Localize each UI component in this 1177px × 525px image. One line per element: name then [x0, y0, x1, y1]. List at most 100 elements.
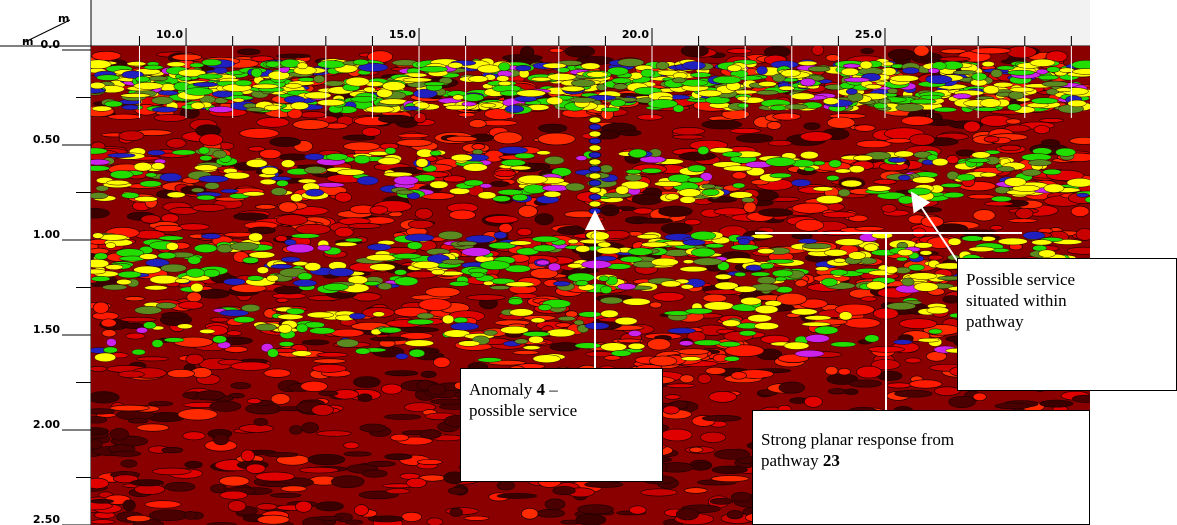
texture [521, 508, 538, 519]
texture [537, 151, 551, 155]
texture [971, 48, 1011, 54]
corner-unit: m [58, 12, 69, 25]
x-tick-label: 15.0 [389, 28, 416, 41]
texture [307, 312, 334, 318]
texture [302, 340, 329, 345]
texture [600, 286, 611, 294]
texture [589, 180, 601, 186]
texture [724, 356, 739, 361]
texture [702, 415, 741, 421]
texture [472, 144, 485, 150]
texture [329, 268, 354, 276]
texture [243, 257, 259, 263]
texture [758, 209, 792, 217]
texture [546, 97, 562, 105]
texture [896, 104, 924, 112]
texture [770, 105, 787, 110]
texture [247, 276, 263, 281]
texture [276, 180, 288, 186]
texture [506, 282, 534, 287]
texture [934, 107, 957, 112]
top-ruler [91, 0, 1090, 46]
texture [281, 59, 300, 67]
texture [127, 62, 146, 66]
texture [304, 92, 331, 99]
texture [415, 208, 432, 219]
texture [990, 225, 1003, 230]
texture [252, 84, 278, 89]
texture [973, 393, 986, 401]
texture [681, 357, 701, 361]
texture [1004, 177, 1026, 186]
texture [663, 406, 679, 414]
texture [578, 505, 614, 514]
texture [90, 366, 107, 371]
texture [928, 68, 939, 73]
texture [589, 145, 601, 151]
texture [798, 239, 817, 244]
texture [191, 102, 205, 109]
texture [178, 409, 217, 420]
texture [895, 390, 933, 397]
texture [261, 167, 278, 175]
texture [835, 239, 863, 246]
texture [470, 272, 484, 277]
texture [650, 302, 662, 308]
texture [982, 61, 995, 66]
texture [442, 259, 465, 264]
texture [483, 281, 493, 286]
texture [110, 170, 133, 178]
texture [910, 99, 936, 104]
texture [751, 272, 770, 277]
texture [914, 207, 941, 212]
texture [108, 153, 136, 157]
texture [679, 189, 701, 197]
texture [194, 244, 217, 253]
texture [449, 210, 475, 220]
texture [391, 434, 409, 441]
texture [703, 294, 727, 302]
texture [353, 377, 380, 388]
texture [355, 348, 370, 354]
texture [110, 428, 129, 440]
texture [384, 414, 420, 419]
texture [612, 78, 631, 84]
texture [1068, 100, 1087, 107]
texture [928, 255, 943, 260]
texture [450, 508, 463, 516]
texture [719, 341, 740, 346]
texture [846, 89, 857, 95]
texture [1008, 219, 1038, 223]
texture [894, 151, 913, 157]
texture [547, 329, 575, 337]
texture [962, 236, 983, 242]
texture [210, 485, 226, 493]
texture [304, 154, 324, 161]
texture [1039, 250, 1056, 258]
texture [358, 394, 372, 402]
texture [804, 123, 820, 130]
texture [543, 191, 561, 197]
texture [576, 514, 606, 525]
texture [585, 481, 623, 487]
texture [629, 149, 647, 158]
texture [370, 264, 395, 271]
texture [1047, 67, 1060, 73]
texture [263, 482, 289, 487]
texture [349, 313, 365, 319]
texture [547, 73, 576, 80]
texture [574, 320, 584, 325]
texture [702, 184, 716, 188]
texture [855, 125, 876, 132]
texture [616, 186, 629, 195]
texture [678, 349, 709, 355]
texture [741, 197, 754, 202]
texture [248, 233, 262, 242]
texture [909, 273, 937, 280]
texture [714, 449, 749, 459]
texture [396, 353, 409, 359]
texture [337, 339, 359, 347]
texture [126, 333, 145, 339]
texture [972, 152, 991, 159]
texture [484, 330, 498, 335]
